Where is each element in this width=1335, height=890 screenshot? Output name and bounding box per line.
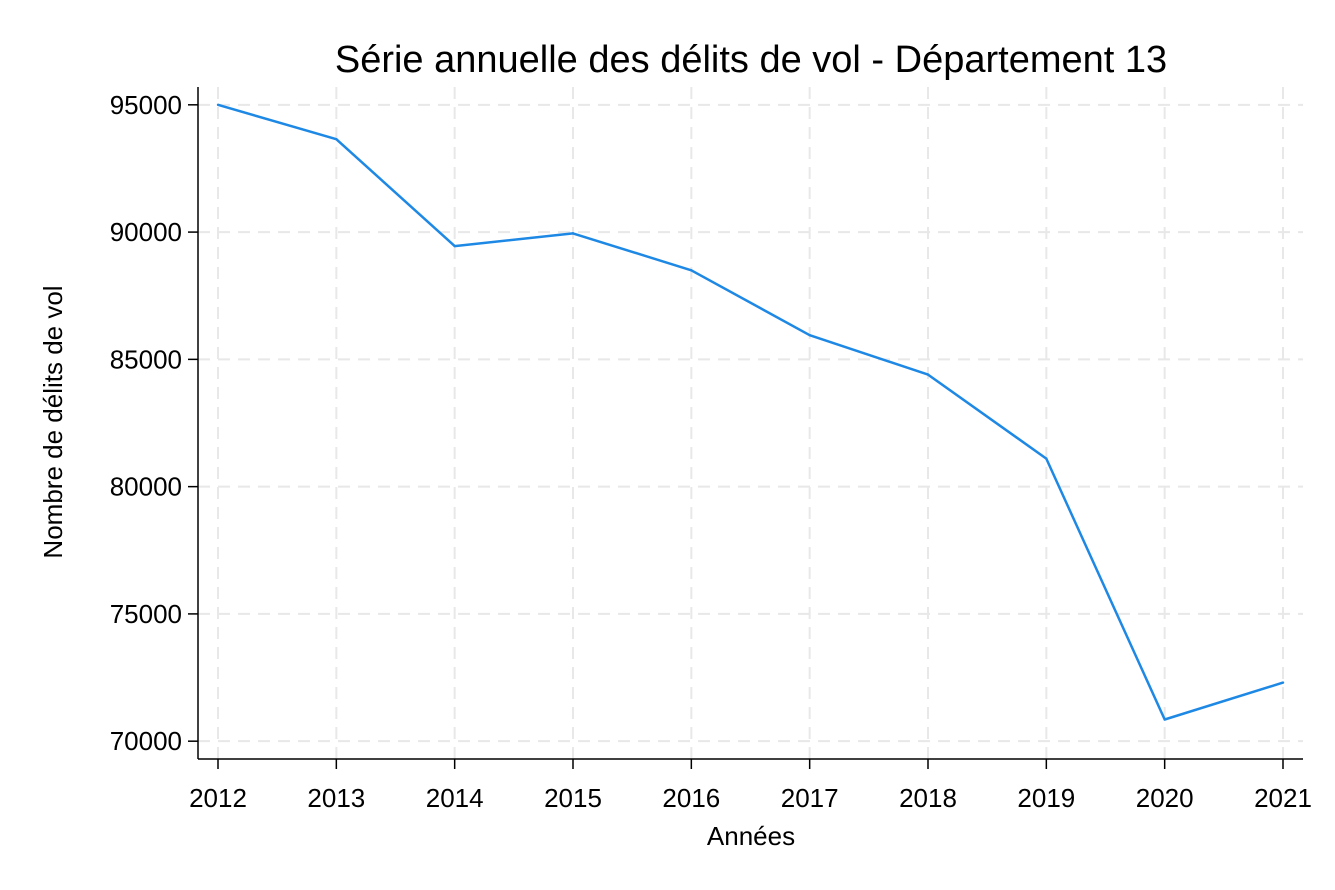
data-point: [1163, 718, 1166, 721]
data-point: [335, 137, 338, 141]
data-point: [453, 244, 456, 248]
data-point: [808, 333, 811, 337]
x-tick-label: 2019: [1017, 783, 1075, 813]
y-tick-label: 95000: [110, 90, 182, 120]
data-point: [1045, 457, 1048, 460]
x-tick-label: 2016: [662, 783, 720, 813]
data-point: [690, 269, 693, 272]
x-tick-label: 2013: [307, 783, 365, 813]
data-point: [571, 232, 575, 235]
y-axis-title: Nombre de délits de vol: [38, 285, 68, 558]
x-tick-label: 2020: [1136, 783, 1194, 813]
x-axis-title: Années: [707, 821, 795, 851]
chart-title: Série annuelle des délits de vol - Dépar…: [335, 39, 1167, 81]
x-tick-label: 2015: [544, 783, 602, 813]
x-tick-label: 2012: [189, 783, 247, 813]
x-tick-label: 2014: [426, 783, 484, 813]
series-layer: [216, 103, 1285, 721]
y-tick-label: 90000: [110, 217, 182, 247]
y-tick-label: 75000: [110, 599, 182, 629]
grid: [198, 87, 1303, 759]
series-line: [217, 103, 1284, 721]
y-tick-label: 80000: [110, 472, 182, 502]
data-point: [1281, 681, 1285, 684]
axes: 2012 2013 2014 2015 2016 2017 2018 2019 2020 2021…: [110, 87, 1312, 813]
data-point: [216, 103, 220, 107]
x-tick-label: 2018: [899, 783, 957, 813]
data-point: [926, 373, 930, 376]
x-tick-label: 2021: [1254, 783, 1312, 813]
y-tick-label: 85000: [110, 344, 182, 374]
x-tick-label: 2017: [781, 783, 839, 813]
y-tick-label: 70000: [110, 726, 182, 756]
